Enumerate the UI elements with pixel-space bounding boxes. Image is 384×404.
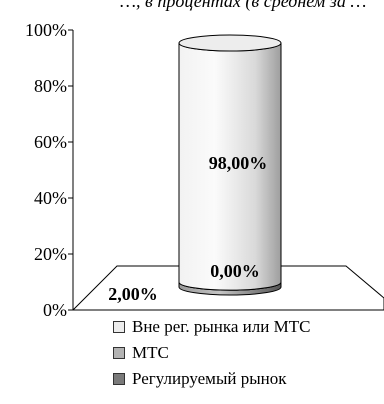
legend-label: Регулируемый рынок [132, 369, 287, 388]
legend-label: МТС [132, 343, 169, 362]
legend-item: Вне рег. рынка или МТС [113, 314, 310, 340]
y-tick-label: 60% [34, 132, 67, 152]
legend-swatch [113, 373, 125, 385]
legend-swatch [113, 347, 125, 359]
data-label-0: 98,00% [209, 153, 268, 173]
legend-swatch [113, 321, 125, 333]
legend-item: Регулируемый рынок [113, 366, 310, 392]
y-tick-label: 20% [34, 244, 67, 264]
chart-title: …, в процентах (в среднем за … [120, 0, 367, 11]
data-label-2: 2,00% [108, 284, 158, 304]
y-tick-label: 100% [25, 20, 67, 40]
legend-label: Вне рег. рынка или МТС [132, 317, 311, 336]
cylinder-top [178, 34, 282, 52]
data-label-1: 0,00% [210, 261, 260, 281]
legend-item: МТС [113, 340, 310, 366]
y-tick-label: 40% [34, 188, 67, 208]
y-tick-label: 80% [34, 76, 67, 96]
y-tick-label: 0% [43, 300, 67, 320]
legend: Вне рег. рынка или МТС МТС Регулируемый ры… [113, 314, 310, 392]
